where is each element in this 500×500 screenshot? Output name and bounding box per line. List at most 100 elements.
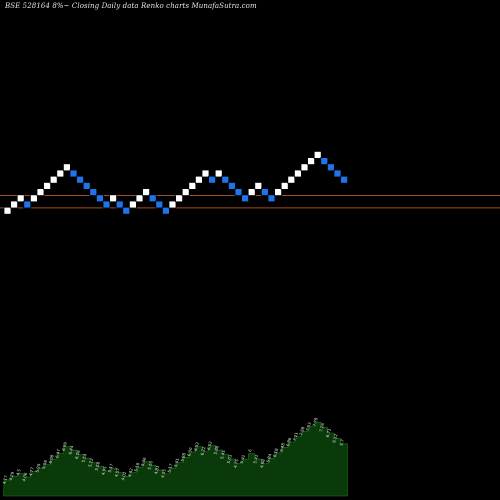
volume-label: 4.57 [114, 467, 121, 477]
volume-label: 4.81 [153, 464, 160, 474]
volume-label: 4.17 [1, 474, 8, 484]
volume-label: 6 [247, 448, 253, 452]
renko-brick-down [161, 206, 170, 215]
renko-brick-up [188, 181, 197, 190]
renko-brick-down [267, 194, 276, 203]
renko-brick-down [102, 200, 111, 209]
volume-label: 5.54 [81, 453, 88, 463]
volume-label: 5.41 [239, 454, 246, 464]
renko-brick-down [69, 169, 78, 178]
volume-label: 5.22 [87, 457, 94, 467]
volume-label: 6.48 [279, 442, 286, 452]
volume-label: 5.17 [107, 463, 114, 473]
renko-brick-down [115, 200, 124, 209]
volume-label: 7.26 [318, 422, 325, 432]
volume-label: 4.77 [28, 466, 35, 476]
renko-brick-down [208, 175, 217, 184]
volume-label: 5.41 [252, 454, 259, 464]
volume-label: 5.46 [140, 456, 147, 466]
volume-label: 6.18 [272, 447, 279, 457]
renko-brick-up [300, 163, 309, 172]
volume-label: 5.58 [94, 461, 101, 471]
renko-brick-up [43, 181, 51, 190]
renko-brick-up [280, 181, 289, 190]
volume-label: 5.45 [219, 449, 226, 459]
volume-label: 5.7 [339, 438, 346, 446]
renko-brick-up [194, 175, 203, 184]
volume-label: 4.06 [21, 472, 28, 482]
renko-brick-down [148, 194, 157, 203]
renko-brick-up [49, 175, 58, 184]
renko-brick-down [221, 175, 230, 184]
renko-brick-up [175, 194, 184, 203]
renko-brick-down [333, 169, 342, 178]
renko-brick-down [82, 181, 91, 190]
volume-label: 5.84 [265, 453, 272, 463]
volume-label: 7.53 [305, 421, 312, 431]
renko-brick-down [96, 194, 104, 203]
volume-label: 5.29 [34, 463, 41, 473]
volume-label: 5.88 [180, 452, 187, 462]
renko-brick-up [135, 194, 144, 203]
renko-brick-down [241, 194, 250, 203]
volume-label: 4.55 [160, 468, 167, 478]
renko-brick-down [340, 175, 349, 184]
volume-label: 5.03 [226, 454, 233, 464]
volume-label: 4.42 [127, 467, 134, 477]
renko-brick-down [122, 206, 131, 215]
volume-label: 5.18 [133, 462, 140, 472]
volume-label: 6.47 [54, 448, 61, 458]
renko-brick-down [89, 188, 98, 197]
renko-brick-up [16, 194, 25, 203]
renko-brick-up [56, 169, 65, 178]
volume-label: 5.16 [147, 460, 154, 470]
volume-label: 4.98 [259, 458, 266, 468]
volume-label: 6.99 [61, 441, 68, 451]
renko-brick-up [109, 194, 117, 203]
renko-brick-down [234, 188, 243, 197]
volume-label: 7.11 [292, 431, 299, 441]
volume-label: 5.58 [41, 459, 48, 469]
renko-brick-up [247, 188, 256, 197]
volume-label: 6.06 [74, 449, 81, 459]
volume-label: 4.75 [232, 458, 239, 468]
renko-brick-up [181, 188, 190, 197]
renko-brick-up [142, 188, 151, 197]
chart-title: BSE 528164 8%~ Closing Daily data Renko … [5, 2, 257, 10]
volume-label: 6.08 [48, 454, 55, 464]
renko-brick-up [307, 157, 316, 166]
renko-brick-down [76, 175, 84, 184]
volume-label: 5.17 [166, 463, 173, 473]
volume-label: 5.88 [213, 445, 220, 455]
volume-label: 7.78 [312, 417, 319, 427]
volume-label: 6.44 [67, 445, 74, 455]
renko-brick-up [201, 169, 210, 178]
renko-brick-down [320, 157, 329, 166]
volume-label: 6.52 [206, 440, 213, 450]
renko-brick-up [254, 181, 263, 190]
renko-brick-up [214, 169, 223, 178]
renko-brick-up [36, 188, 45, 197]
volume-label: 5.41 [173, 457, 180, 467]
renko-brick-down [23, 200, 32, 209]
volume-label: 6.12 [331, 433, 338, 443]
volume-label: 6.30 [186, 446, 193, 456]
renko-brick-up [168, 200, 177, 209]
volume-label: 4.29 [8, 471, 15, 481]
volume-label: 6.86 [285, 437, 292, 447]
renko-brick-down [326, 163, 335, 172]
renko-brick-up [3, 206, 12, 215]
renko-brick-up [128, 200, 137, 209]
renko-brick-down [155, 200, 164, 209]
renko-brick-down [227, 181, 236, 190]
renko-brick-up [29, 194, 38, 203]
renko-brick-up [313, 150, 322, 159]
volume-label: 4.5 [15, 468, 22, 476]
volume-label: 4.02 [120, 471, 127, 481]
renko-brick-up [63, 163, 71, 172]
renko-brick-up [10, 200, 19, 209]
volume-label: 7.38 [298, 426, 305, 436]
renko-brick-up [274, 188, 283, 197]
renko-brick-up [287, 175, 296, 184]
